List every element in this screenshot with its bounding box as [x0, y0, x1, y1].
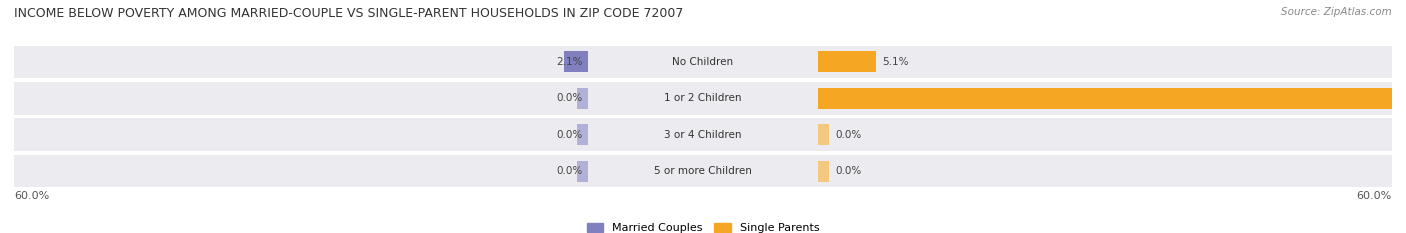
Text: INCOME BELOW POVERTY AMONG MARRIED-COUPLE VS SINGLE-PARENT HOUSEHOLDS IN ZIP COD: INCOME BELOW POVERTY AMONG MARRIED-COUPL…: [14, 7, 683, 20]
Bar: [14, 118, 1392, 151]
Text: 2.1%: 2.1%: [555, 57, 582, 67]
Text: 0.0%: 0.0%: [835, 166, 862, 176]
Text: 5.1%: 5.1%: [882, 57, 908, 67]
Bar: [818, 161, 830, 182]
Bar: [818, 51, 876, 72]
Text: 0.0%: 0.0%: [557, 93, 582, 103]
Legend: Married Couples, Single Parents: Married Couples, Single Parents: [586, 223, 820, 233]
Text: 53.6%: 53.6%: [1392, 93, 1406, 103]
Text: 0.0%: 0.0%: [557, 130, 582, 140]
Text: No Children: No Children: [672, 57, 734, 67]
Text: 0.0%: 0.0%: [835, 130, 862, 140]
Text: 0.0%: 0.0%: [557, 166, 582, 176]
Text: 1 or 2 Children: 1 or 2 Children: [664, 93, 742, 103]
Bar: [576, 88, 588, 109]
Bar: [818, 88, 1406, 109]
Bar: [14, 82, 1392, 115]
Text: Source: ZipAtlas.com: Source: ZipAtlas.com: [1281, 7, 1392, 17]
Bar: [14, 155, 1392, 187]
Bar: [576, 124, 588, 145]
Bar: [14, 46, 1392, 78]
Text: 60.0%: 60.0%: [1357, 191, 1392, 201]
Bar: [576, 161, 588, 182]
Text: 60.0%: 60.0%: [14, 191, 49, 201]
Text: 3 or 4 Children: 3 or 4 Children: [664, 130, 742, 140]
Bar: [564, 51, 588, 72]
Text: 5 or more Children: 5 or more Children: [654, 166, 752, 176]
Bar: [818, 124, 830, 145]
